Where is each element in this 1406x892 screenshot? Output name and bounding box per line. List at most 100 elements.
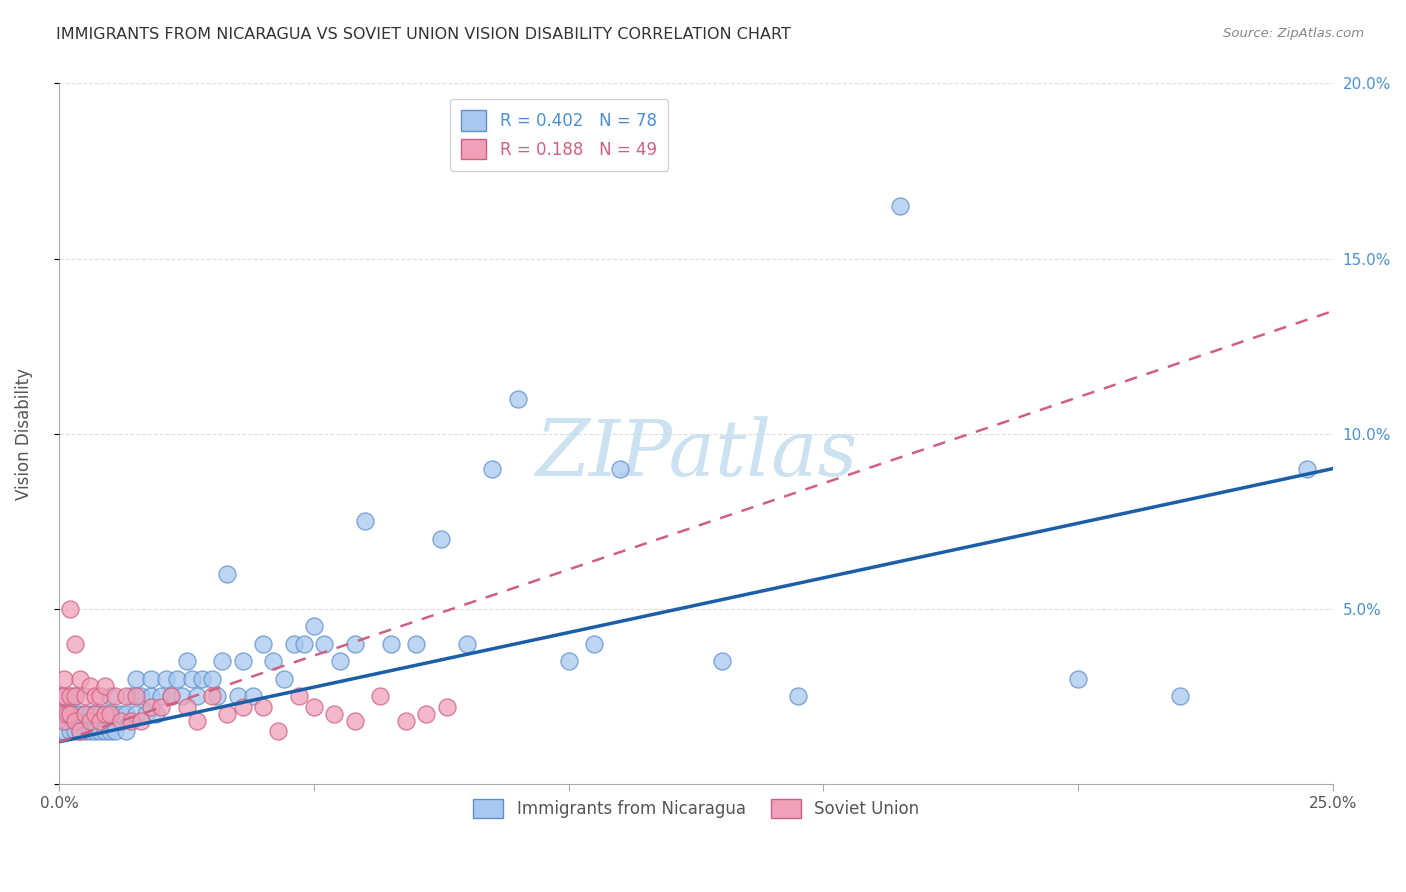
Point	[84, 689, 107, 703]
Point	[710, 654, 733, 668]
Point	[58, 706, 80, 721]
Point	[63, 724, 86, 739]
Point	[787, 689, 810, 703]
Point	[98, 706, 121, 721]
Point	[63, 637, 86, 651]
Point	[430, 532, 453, 546]
Point	[94, 679, 117, 693]
Point	[288, 689, 311, 703]
Point	[98, 724, 121, 739]
Point	[329, 654, 352, 668]
Point	[343, 714, 366, 728]
Point	[217, 706, 239, 721]
Point	[609, 461, 631, 475]
Point	[104, 724, 127, 739]
Point	[283, 637, 305, 651]
Point	[436, 699, 458, 714]
Point	[69, 724, 91, 739]
Point	[84, 706, 107, 721]
Point	[166, 672, 188, 686]
Point	[89, 724, 111, 739]
Point	[73, 724, 96, 739]
Point	[79, 714, 101, 728]
Point	[63, 706, 86, 721]
Point	[207, 689, 229, 703]
Point	[415, 706, 437, 721]
Point	[506, 392, 529, 406]
Point	[89, 706, 111, 721]
Point	[323, 706, 346, 721]
Point	[98, 689, 121, 703]
Point	[176, 699, 198, 714]
Point	[63, 689, 86, 703]
Point	[226, 689, 249, 703]
Point	[176, 654, 198, 668]
Point	[84, 724, 107, 739]
Point	[145, 706, 167, 721]
Point	[1067, 672, 1090, 686]
Point	[125, 689, 148, 703]
Point	[94, 724, 117, 739]
Point	[217, 566, 239, 581]
Point	[94, 706, 117, 721]
Point	[232, 654, 254, 668]
Point	[201, 689, 224, 703]
Point	[395, 714, 418, 728]
Point	[180, 672, 202, 686]
Point	[456, 637, 478, 651]
Point	[110, 706, 132, 721]
Point	[56, 714, 79, 728]
Point	[51, 689, 73, 703]
Point	[53, 706, 76, 721]
Text: ZIPatlas: ZIPatlas	[534, 417, 858, 492]
Point	[110, 714, 132, 728]
Point	[354, 514, 377, 528]
Point	[252, 637, 274, 651]
Point	[380, 637, 402, 651]
Point	[104, 689, 127, 703]
Text: Source: ZipAtlas.com: Source: ZipAtlas.com	[1223, 27, 1364, 40]
Point	[889, 199, 911, 213]
Point	[125, 672, 148, 686]
Point	[58, 689, 80, 703]
Point	[139, 672, 162, 686]
Point	[63, 714, 86, 728]
Point	[129, 689, 152, 703]
Point	[73, 706, 96, 721]
Point	[73, 689, 96, 703]
Point	[125, 706, 148, 721]
Point	[120, 714, 142, 728]
Point	[53, 724, 76, 739]
Point	[56, 706, 79, 721]
Point	[139, 689, 162, 703]
Point	[129, 714, 152, 728]
Point	[73, 706, 96, 721]
Point	[150, 699, 173, 714]
Point	[302, 619, 325, 633]
Point	[53, 689, 76, 703]
Point	[186, 689, 208, 703]
Point	[405, 637, 427, 651]
Point	[51, 706, 73, 721]
Point	[242, 689, 264, 703]
Point	[191, 672, 214, 686]
Point	[292, 637, 315, 651]
Point	[89, 689, 111, 703]
Point	[160, 689, 183, 703]
Point	[267, 724, 290, 739]
Point	[53, 672, 76, 686]
Point	[79, 679, 101, 693]
Point	[58, 724, 80, 739]
Point	[186, 714, 208, 728]
Point	[150, 689, 173, 703]
Point	[120, 689, 142, 703]
Point	[89, 714, 111, 728]
Point	[79, 724, 101, 739]
Point	[201, 672, 224, 686]
Point	[273, 672, 295, 686]
Point	[135, 706, 157, 721]
Point	[58, 706, 80, 721]
Point	[69, 724, 91, 739]
Point	[58, 689, 80, 703]
Legend: Immigrants from Nicaragua, Soviet Union: Immigrants from Nicaragua, Soviet Union	[467, 792, 925, 824]
